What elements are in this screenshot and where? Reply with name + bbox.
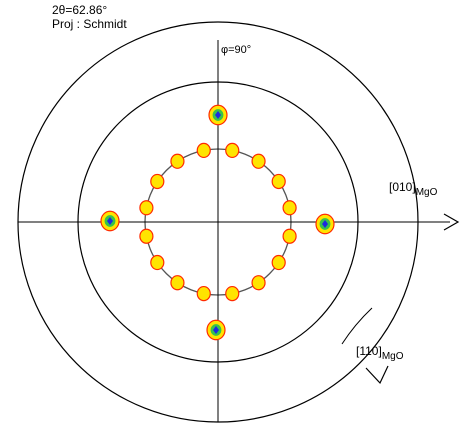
ring-spot: [139, 228, 154, 244]
ring-spot: [150, 254, 165, 271]
ring-spot: [225, 285, 240, 302]
ring-spot: [139, 200, 154, 216]
ring-spot: [170, 153, 185, 169]
arrow-110-icon: [365, 365, 389, 385]
projection-label: Proj : Schmidt: [52, 17, 127, 31]
strong-pole-top: [208, 104, 228, 126]
direction-110-main: [110]: [356, 344, 382, 358]
direction-010-label: [010]MgO: [389, 180, 437, 198]
direction-110-sub: MgO: [381, 351, 404, 362]
ring-spot: [282, 228, 297, 244]
ring-spot: [282, 200, 297, 216]
ring-spot: [251, 153, 266, 169]
spot-layer: [100, 104, 335, 341]
ring-spot: [196, 285, 211, 302]
ring-spot: [150, 173, 165, 190]
ring-spot: [251, 275, 266, 291]
ring-spot: [225, 142, 240, 159]
strong-pole-bottom: [206, 319, 226, 341]
direction-010-sub: MgO: [415, 187, 438, 198]
direction-010-main: [010]: [389, 180, 416, 194]
strong-pole-right: [315, 213, 335, 235]
strong-pole-left: [100, 210, 120, 232]
ring-spot: [196, 142, 211, 159]
direction-110-label: [110]MgO: [356, 344, 403, 362]
two-theta-label: 2θ=62.86°: [52, 3, 108, 17]
phi-label: φ=90°: [221, 44, 252, 56]
ring-spot: [271, 254, 286, 271]
ring-spot: [170, 275, 185, 291]
arrow-010-icon: [443, 213, 460, 231]
ring-spot: [271, 173, 286, 190]
arc-110-arrow: [341, 307, 373, 345]
